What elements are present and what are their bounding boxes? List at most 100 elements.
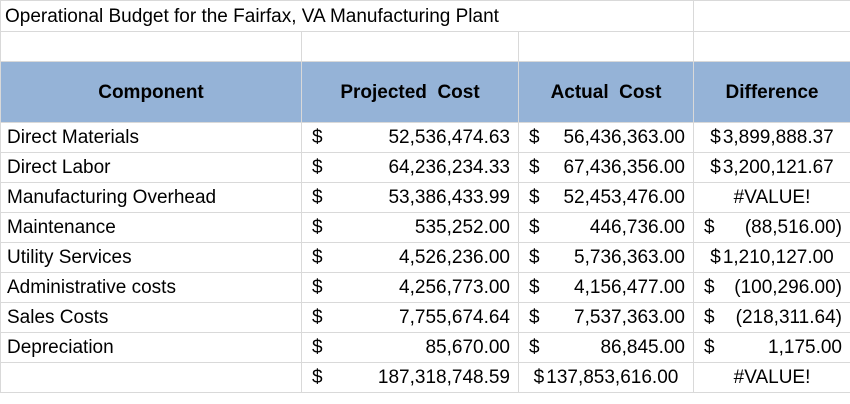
currency-symbol: $	[529, 187, 540, 208]
projected-cost-value: 53,386,433.99	[388, 187, 510, 208]
actual-cost-value: 52,453,476.00	[563, 187, 685, 208]
projected-cost-cell[interactable]: $85,670.00	[301, 332, 519, 363]
currency-symbol: $	[529, 247, 540, 268]
total-actual-value: 137,853,616.00	[546, 367, 679, 388]
actual-cost-cell[interactable]: $4,156,477.00	[518, 272, 694, 303]
currency-symbol: $	[312, 367, 323, 388]
total-projected-value: 187,318,748.59	[377, 367, 510, 388]
blank-row	[0, 31, 850, 62]
table-row: Manufacturing Overhead $53,386,433.99 $52,…	[0, 182, 850, 213]
projected-cost-cell[interactable]: $52,536,474.63	[301, 122, 519, 153]
difference-cell[interactable]: #VALUE!	[693, 182, 850, 213]
actual-cost-value: 446,736.00	[589, 217, 685, 238]
actual-cost-cell[interactable]: $5,736,363.00	[518, 242, 694, 273]
table-row: Direct Labor $64,236,234.33 $67,436,356.00…	[0, 152, 850, 183]
difference-value: 1,175.00	[768, 337, 842, 358]
total-row: $ 187,318,748.59 $ 137,853,616.00 #VALUE…	[0, 362, 850, 393]
currency-symbol: $	[704, 217, 715, 238]
component-cell[interactable]: Manufacturing Overhead	[0, 182, 302, 213]
table-row: Administrative costs $4,256,773.00 $4,156,…	[0, 272, 850, 303]
currency-symbol: $	[312, 337, 323, 358]
currency-symbol: $	[312, 247, 323, 268]
projected-cost-cell[interactable]: $535,252.00	[301, 212, 519, 243]
actual-cost-value: 56,436,363.00	[563, 127, 685, 148]
empty-cell[interactable]	[518, 31, 694, 62]
actual-cost-value: 86,845.00	[600, 337, 685, 358]
table-row: Direct Materials $52,536,474.63 $56,436,36…	[0, 122, 850, 153]
currency-symbol: $	[312, 157, 323, 178]
actual-cost-cell[interactable]: $52,453,476.00	[518, 182, 694, 213]
empty-cell[interactable]	[693, 0, 850, 32]
component-cell[interactable]: Direct Labor	[0, 152, 302, 183]
actual-cost-value: 5,736,363.00	[574, 247, 685, 268]
projected-cost-cell[interactable]: $7,755,674.64	[301, 302, 519, 333]
total-projected-cell[interactable]: $ 187,318,748.59	[301, 362, 519, 393]
currency-symbol: $	[704, 277, 715, 298]
actual-cost-value: 67,436,356.00	[563, 157, 685, 178]
difference-cell[interactable]: $ (88,516.00)	[693, 212, 850, 243]
difference-cell[interactable]: $1,175.00	[693, 332, 850, 363]
currency-symbol: $	[704, 337, 715, 358]
total-actual-cell[interactable]: $ 137,853,616.00	[518, 362, 694, 393]
difference-value: (100,296.00)	[734, 277, 842, 298]
header-difference[interactable]: Difference	[693, 61, 850, 123]
header-row: Component Projected Cost Actual Cost Dif…	[0, 61, 850, 123]
component-cell[interactable]: Administrative costs	[0, 272, 302, 303]
empty-cell[interactable]	[0, 31, 302, 62]
actual-cost-cell[interactable]: $446,736.00	[518, 212, 694, 243]
currency-symbol: $	[529, 307, 540, 328]
currency-symbol: $	[312, 127, 323, 148]
difference-value: 1,210,127.00	[722, 247, 834, 268]
actual-cost-cell[interactable]: $67,436,356.00	[518, 152, 694, 183]
total-difference-cell[interactable]: #VALUE!	[693, 362, 850, 393]
header-actual-cost[interactable]: Actual Cost	[518, 61, 694, 123]
difference-cell[interactable]: $3,899,888.37	[693, 122, 850, 153]
currency-symbol: $	[529, 277, 540, 298]
difference-cell[interactable]: $ (100,296.00)	[693, 272, 850, 303]
title-row: Operational Budget for the Fairfax, VA M…	[0, 0, 850, 32]
header-projected-cost[interactable]: Projected Cost	[301, 61, 519, 123]
currency-symbol: $	[533, 367, 545, 388]
difference-cell[interactable]: $ (218,311.64)	[693, 302, 850, 333]
projected-cost-value: 52,536,474.63	[388, 127, 510, 148]
difference-value: 3,200,121.67	[722, 157, 834, 178]
currency-symbol: $	[312, 187, 323, 208]
currency-symbol: $	[312, 217, 323, 238]
actual-cost-cell[interactable]: $7,537,363.00	[518, 302, 694, 333]
currency-symbol: $	[710, 157, 721, 178]
currency-symbol: $	[710, 127, 721, 148]
actual-cost-cell[interactable]: $56,436,363.00	[518, 122, 694, 153]
data-rows: Direct Materials $52,536,474.63 $56,436,36…	[0, 122, 850, 363]
component-cell[interactable]: Depreciation	[0, 332, 302, 363]
projected-cost-value: 535,252.00	[414, 217, 510, 238]
projected-cost-cell[interactable]: $64,236,234.33	[301, 152, 519, 183]
projected-cost-cell[interactable]: $53,386,433.99	[301, 182, 519, 213]
currency-symbol: $	[529, 127, 540, 148]
projected-cost-cell[interactable]: $4,526,236.00	[301, 242, 519, 273]
currency-symbol: $	[312, 307, 323, 328]
table-row: Maintenance $535,252.00 $446,736.00 $ (88,51…	[0, 212, 850, 243]
header-component[interactable]: Component	[0, 61, 302, 123]
component-cell[interactable]: Direct Materials	[0, 122, 302, 153]
table-row: Utility Services $4,526,236.00 $5,736,363.…	[0, 242, 850, 273]
difference-cell[interactable]: $1,210,127.00	[693, 242, 850, 273]
actual-cost-cell[interactable]: $86,845.00	[518, 332, 694, 363]
budget-table: Operational Budget for the Fairfax, VA M…	[0, 0, 850, 393]
component-cell[interactable]: Maintenance	[0, 212, 302, 243]
component-cell[interactable]: Utility Services	[0, 242, 302, 273]
empty-cell[interactable]	[693, 31, 850, 62]
projected-cost-value: 64,236,234.33	[388, 157, 510, 178]
actual-cost-value: 7,537,363.00	[574, 307, 685, 328]
difference-value: 3,899,888.37	[722, 127, 834, 148]
actual-cost-value: 4,156,477.00	[574, 277, 685, 298]
total-label-cell[interactable]	[0, 362, 302, 393]
sheet-title[interactable]: Operational Budget for the Fairfax, VA M…	[0, 0, 694, 32]
projected-cost-value: 85,670.00	[425, 337, 510, 358]
empty-cell[interactable]	[301, 31, 519, 62]
currency-symbol: $	[710, 247, 721, 268]
component-cell[interactable]: Sales Costs	[0, 302, 302, 333]
projected-cost-cell[interactable]: $4,256,773.00	[301, 272, 519, 303]
difference-cell[interactable]: $3,200,121.67	[693, 152, 850, 183]
currency-symbol: $	[529, 337, 540, 358]
